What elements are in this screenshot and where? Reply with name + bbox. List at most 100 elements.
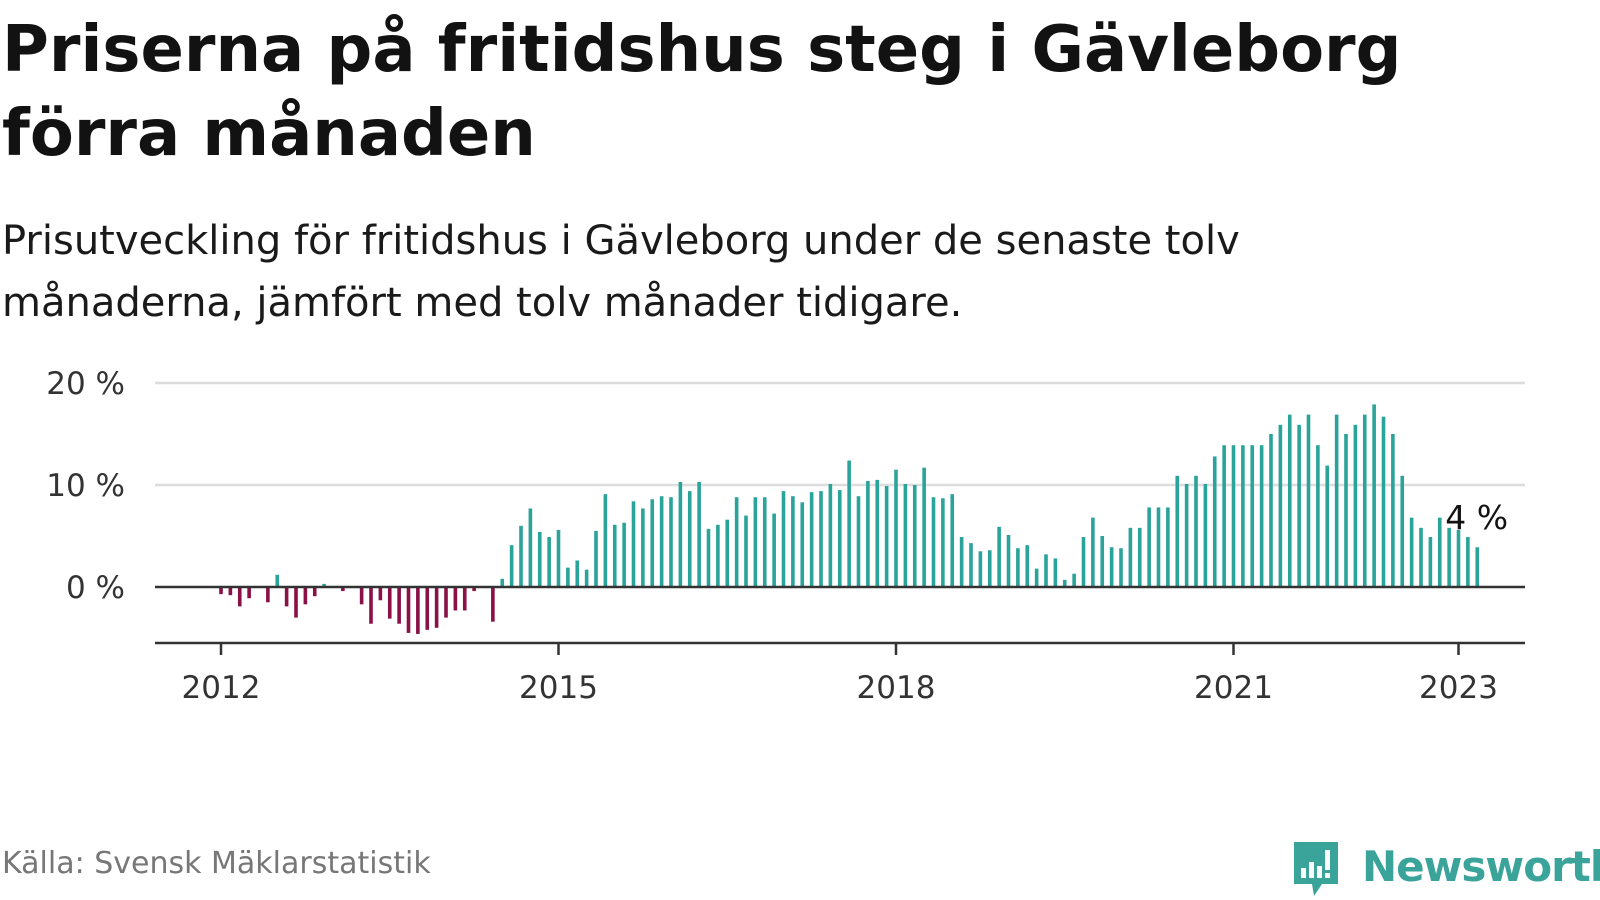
bar [884,486,889,587]
bar [941,498,945,587]
bar [725,519,730,587]
bar [359,587,364,605]
bar [1334,414,1339,587]
source-note: Källa: Svensk Mäklarstatistik [2,846,431,881]
bar [650,499,655,587]
bar [547,537,551,587]
bar [641,508,645,587]
last-value-annotation: 4 % [1445,498,1508,537]
bar [800,502,805,587]
bar [312,587,317,597]
bar [584,569,589,587]
bar [837,490,842,587]
bar [997,526,1001,587]
bar [1044,554,1048,587]
bar [228,587,233,596]
bar [762,497,767,587]
bar [1119,548,1123,587]
bar [266,587,270,603]
bar [1362,414,1367,587]
bar [1269,434,1273,587]
bar [1109,547,1114,587]
bar [1447,527,1451,587]
bar [781,491,786,587]
bar [294,587,298,618]
bar [1287,414,1292,587]
x-tick-label: 2012 [182,670,261,706]
bar [716,524,720,587]
bar [1062,579,1067,587]
bar [603,494,608,587]
bar [1231,445,1236,587]
bar [969,543,973,587]
bar [284,587,289,607]
bar [1381,416,1386,587]
bar [1081,537,1086,587]
chart-subtitle: Prisutveckling för fritidshus i Gävlebor… [2,218,1240,326]
bar [687,491,692,587]
bar [537,531,542,587]
bar [1306,414,1311,587]
bar [1194,475,1198,587]
bar [612,524,617,587]
bar [912,485,917,587]
bar [1241,445,1245,587]
bar [734,497,739,587]
bar [1437,517,1442,587]
axes [155,585,1525,655]
bar [866,480,870,587]
bar [1128,527,1133,587]
bar [1072,573,1076,587]
brand-name: Newsworthy [1362,842,1600,891]
y-tick-labels: 0 % 10 % 20 % [46,366,125,606]
bar [744,515,748,587]
bar [894,469,898,587]
bar [1137,527,1142,587]
bar [819,491,823,587]
bar [847,460,851,587]
bar [444,587,448,618]
bar [1259,445,1264,587]
bar [922,467,926,587]
bar [753,497,758,587]
bar [1400,475,1405,587]
bar [1203,483,1208,587]
bar [622,522,626,587]
x-tick-label: 2023 [1419,670,1498,706]
bar [1409,517,1414,587]
bar [575,560,580,587]
bar [1166,507,1170,587]
bar [237,587,242,607]
y-tick-label: 0 % [66,570,125,606]
bar [528,508,533,587]
x-tick-label: 2015 [519,670,598,706]
bars [219,404,1480,634]
bar [987,550,992,587]
bar [1222,445,1226,587]
bar [416,587,420,634]
bar [1212,456,1217,587]
bar [678,481,683,587]
bar [556,529,561,587]
bar [453,587,458,611]
bar [303,587,308,605]
bar [1391,434,1395,587]
bar [1466,537,1470,587]
bar [519,525,523,587]
x-tick-label: 2018 [857,670,936,706]
bar [978,551,983,587]
bar [828,483,833,587]
x-tick-label: 2021 [1194,670,1273,706]
bar [1053,558,1058,587]
bar [1147,507,1151,587]
bar [959,537,964,587]
bar [491,587,495,622]
bar [397,587,401,624]
bar [1419,527,1423,587]
bar [1184,483,1189,587]
bar [1034,568,1039,587]
bar [1100,536,1105,587]
x-tick-labels: 2012 2015 2018 2021 2023 [182,670,1498,706]
chart-title: Priserna på fritidshus steg i Gävleborg … [2,13,1402,171]
y-tick-label: 20 % [46,366,125,402]
